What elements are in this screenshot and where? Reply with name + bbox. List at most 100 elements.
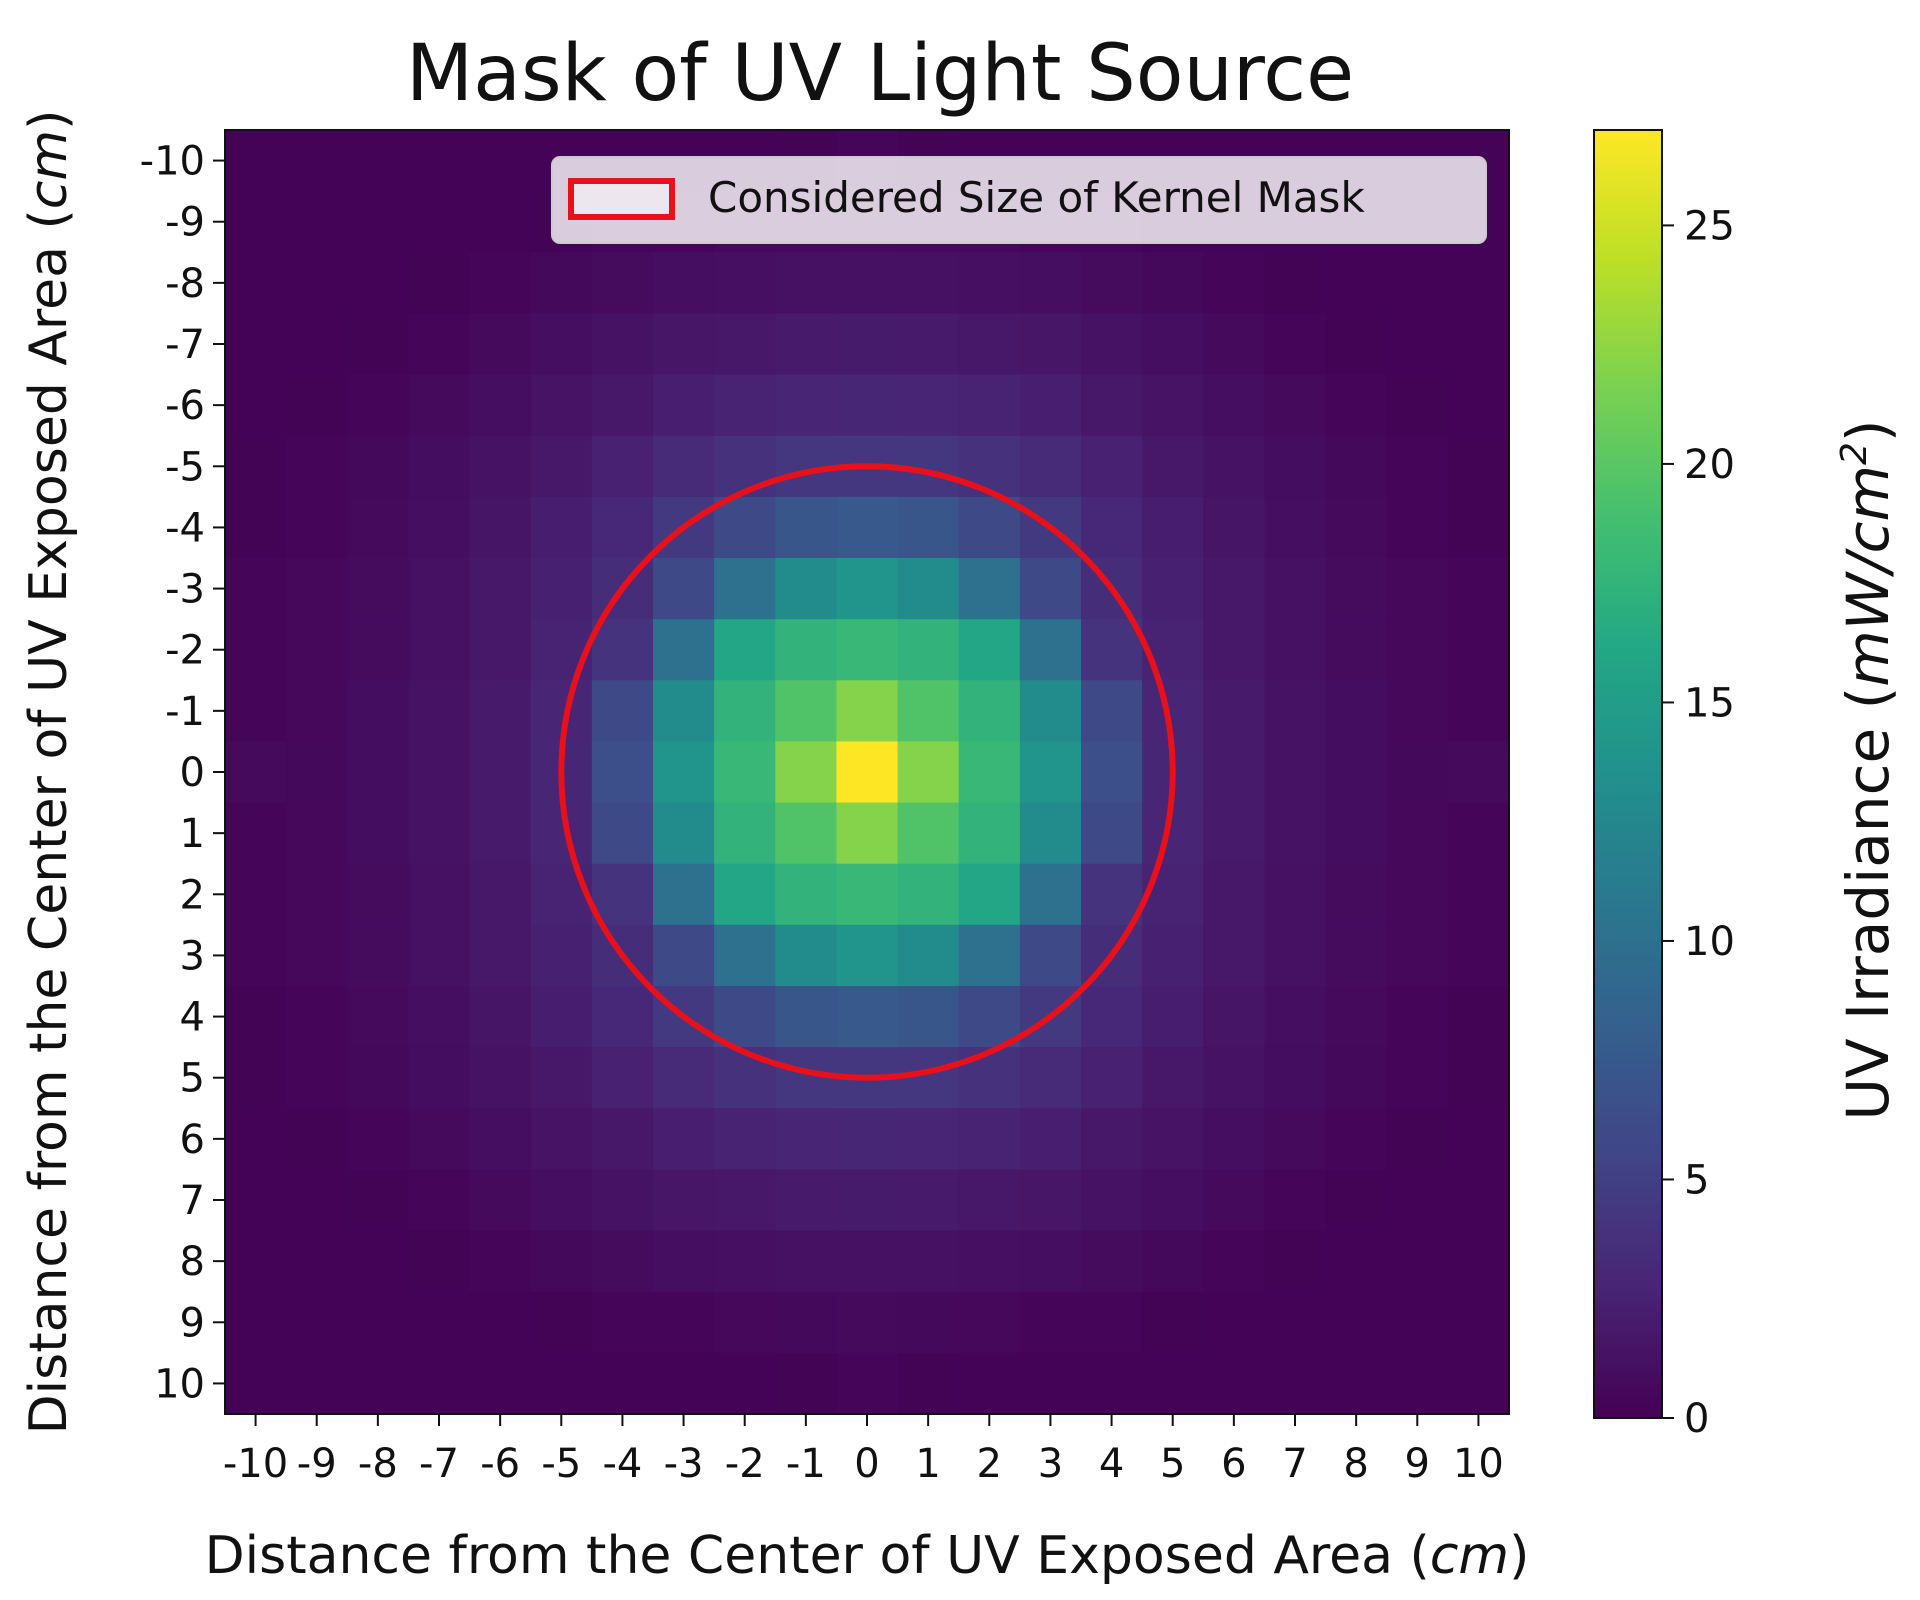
heatmap-cell (408, 680, 471, 743)
heatmap-cell (1325, 741, 1388, 804)
heatmap-cell (897, 986, 960, 1048)
y-tick-label: -6 (165, 383, 205, 429)
heatmap-cell (591, 986, 654, 1048)
heatmap-cell (1386, 435, 1449, 498)
heatmap-cell (1081, 1230, 1143, 1293)
heatmap-cell (591, 1047, 654, 1109)
x-tick-label: 10 (1453, 1441, 1504, 1487)
heatmap-cell (1203, 496, 1266, 559)
heatmap-cell (1019, 435, 1082, 498)
heatmap-cell (225, 435, 287, 498)
heatmap-cell (408, 1108, 471, 1171)
heatmap-cell (469, 741, 532, 804)
heatmap-cell (1386, 986, 1449, 1048)
heatmap-cell (775, 802, 838, 865)
heatmap-cell (469, 1352, 532, 1415)
heatmap-cell (408, 1169, 471, 1232)
heatmap-cell (408, 374, 471, 437)
heatmap-cell (469, 1291, 532, 1354)
heatmap-cell (775, 1169, 838, 1232)
heatmap-cell (286, 741, 348, 804)
heatmap-cell (836, 1230, 899, 1293)
heatmap-cell (714, 1169, 776, 1232)
heatmap-cell (347, 1169, 410, 1232)
heatmap-cell (1142, 802, 1204, 865)
heatmap-cell (286, 191, 348, 253)
heatmap-cell (653, 252, 715, 315)
heatmap-cell (347, 1047, 410, 1109)
heatmap-cell (225, 1169, 287, 1232)
heatmap-cell (469, 863, 532, 926)
x-tick-label: 3 (1038, 1441, 1063, 1487)
heatmap-cell (1264, 313, 1327, 376)
heatmap-cell (408, 802, 471, 865)
heatmap-cell (225, 558, 287, 620)
x-tick-label: 1 (915, 1441, 940, 1487)
heatmap-cell (1019, 1108, 1082, 1171)
heatmap-cell (958, 252, 1021, 315)
heatmap-cell (1447, 496, 1510, 559)
heatmap-cell (1386, 1291, 1449, 1354)
heatmap-cell (530, 619, 593, 681)
heatmap-cell (1325, 374, 1388, 437)
heatmap-cell (347, 619, 410, 681)
y-tick-label: -4 (165, 505, 205, 551)
heatmap-cell (1081, 1169, 1143, 1232)
heatmap-cell (286, 130, 348, 192)
heatmap-cell (1386, 619, 1449, 681)
heatmap-cell (775, 680, 838, 743)
heatmap-cell (1386, 1047, 1449, 1109)
heatmap-cell (591, 435, 654, 498)
heatmap-cell (775, 252, 838, 315)
heatmap-cell (469, 252, 532, 315)
heatmap-cell (1386, 1169, 1449, 1232)
heatmap-cell (1264, 1169, 1327, 1232)
heatmap-cell (1325, 496, 1388, 559)
heatmap-cell (1142, 863, 1204, 926)
heatmap-cell (653, 1108, 715, 1171)
heatmap-cell (530, 1352, 593, 1415)
heatmap-cell (897, 863, 960, 926)
colorbar (1593, 129, 1663, 1419)
heatmap-cell (836, 802, 899, 865)
heatmap-cell (1325, 1352, 1388, 1415)
heatmap-cell (1203, 558, 1266, 620)
heatmap-cell (958, 558, 1021, 620)
heatmap-cell (958, 741, 1021, 804)
heatmap-cell (653, 741, 715, 804)
heatmap-cell (1019, 1230, 1082, 1293)
heatmap-cell (469, 313, 532, 376)
heatmap-cell (1325, 924, 1388, 987)
heatmap-cell (1019, 680, 1082, 743)
heatmap-cell (653, 1169, 715, 1232)
x-tick-label: 2 (977, 1441, 1002, 1487)
heatmap-cell (1081, 1047, 1143, 1109)
heatmap-cell (1447, 252, 1510, 315)
heatmap-cell (408, 1230, 471, 1293)
kernel-mask-circle (558, 463, 1176, 1081)
heatmap-cell (1325, 313, 1388, 376)
heatmap-cell (1325, 802, 1388, 865)
heatmap-cell (897, 924, 960, 987)
heatmap-cell (1019, 619, 1082, 681)
heatmap-cell (286, 374, 348, 437)
heatmap-cell (897, 1169, 960, 1232)
heatmap-cell (469, 802, 532, 865)
heatmap-cell (591, 1169, 654, 1232)
heatmap-cell (347, 680, 410, 743)
heatmap-cell (1447, 374, 1510, 437)
y-tick-label: 10 (154, 1361, 205, 1407)
x-tick-label: 4 (1099, 1441, 1124, 1487)
heatmap-cell (1447, 680, 1510, 743)
heatmap-cell (1203, 435, 1266, 498)
heatmap-cell (225, 191, 287, 253)
heatmap-cell (591, 863, 654, 926)
y-tick-label: 8 (180, 1239, 205, 1285)
heatmap-cell (1447, 1108, 1510, 1171)
heatmap-cell (714, 1047, 776, 1109)
heatmap-cell (775, 619, 838, 681)
heatmap-cell (1325, 1108, 1388, 1171)
heatmap-cell (1142, 1291, 1204, 1354)
heatmap-cell (1142, 1230, 1204, 1293)
